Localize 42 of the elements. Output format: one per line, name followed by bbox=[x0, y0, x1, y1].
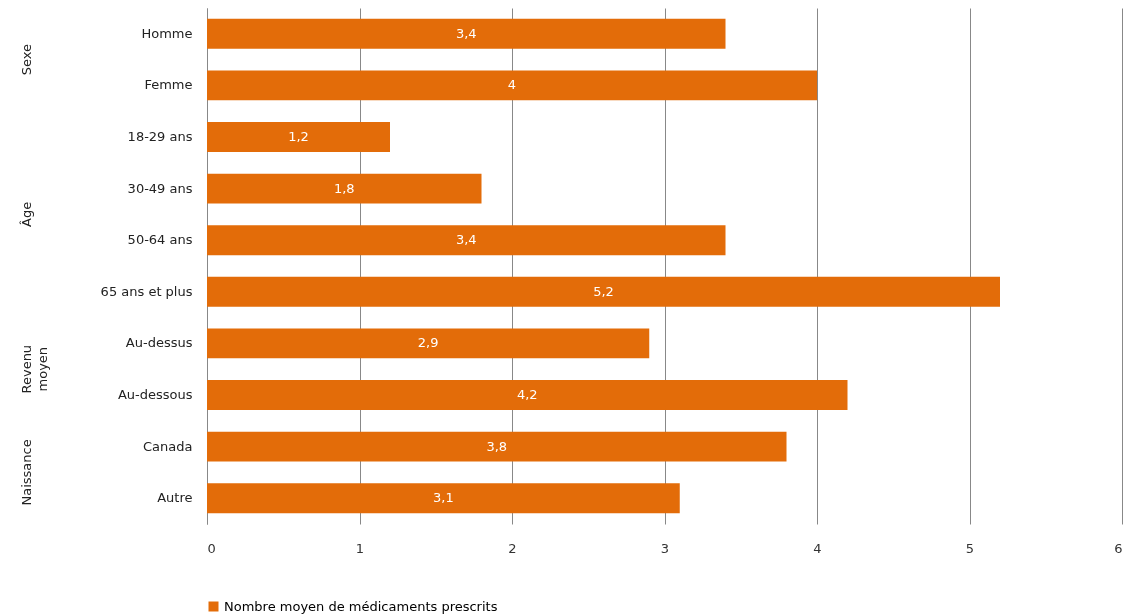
x-tick-label: 1 bbox=[355, 540, 365, 556]
y-tick-label: Au-dessous bbox=[117, 387, 193, 402]
data-label: 1,2 bbox=[288, 129, 309, 144]
y-tick-label: Canada bbox=[143, 438, 193, 454]
data-label: 4,2 bbox=[516, 387, 538, 402]
bar bbox=[207, 173, 482, 204]
data-label: 1,8 bbox=[333, 180, 355, 196]
bar bbox=[207, 225, 726, 256]
y-tick-label: Autre bbox=[157, 490, 193, 506]
x-tick-label: 3 bbox=[660, 540, 670, 556]
x-tick-label: 5 bbox=[965, 540, 975, 556]
bar bbox=[207, 328, 650, 359]
x-tick-label: 6 bbox=[1114, 540, 1123, 556]
y-tick-label: 50-64 ans bbox=[127, 232, 193, 248]
y-tick-label: Au-dessus bbox=[125, 335, 193, 351]
data-label: 5,2 bbox=[593, 283, 614, 299]
x-tick-label: 0 bbox=[207, 540, 216, 556]
x-tick-label: 2 bbox=[508, 540, 517, 556]
data-label: 4 bbox=[507, 77, 517, 93]
y-tick-label: 30-49 ans bbox=[127, 180, 193, 196]
bar bbox=[207, 431, 787, 462]
bar bbox=[207, 70, 817, 101]
y-tick-label: Femme bbox=[144, 77, 193, 93]
text: Âge bbox=[19, 201, 34, 227]
bar bbox=[207, 122, 390, 152]
y-tick-label: 18-29 ans bbox=[127, 129, 193, 144]
text: Revenu moyen bbox=[19, 344, 50, 394]
bar bbox=[207, 18, 726, 49]
data-label: 3,4 bbox=[455, 25, 477, 41]
legend-label: Nombre moyen de médicaments prescrits bbox=[224, 598, 498, 614]
text: Naissance bbox=[19, 439, 34, 506]
x-tick-label: 4 bbox=[813, 540, 822, 556]
data-label: 3,8 bbox=[486, 438, 508, 454]
y-tick-label: Homme bbox=[141, 25, 193, 41]
data-label: 3,4 bbox=[455, 232, 477, 248]
bar bbox=[207, 380, 848, 410]
data-label: 2,9 bbox=[417, 335, 439, 351]
data-label: 3,1 bbox=[433, 490, 454, 506]
text: Sexe bbox=[19, 43, 34, 76]
y-tick-label: 65 ans et plus bbox=[100, 283, 193, 299]
bar bbox=[207, 483, 680, 514]
bar bbox=[207, 276, 1000, 307]
